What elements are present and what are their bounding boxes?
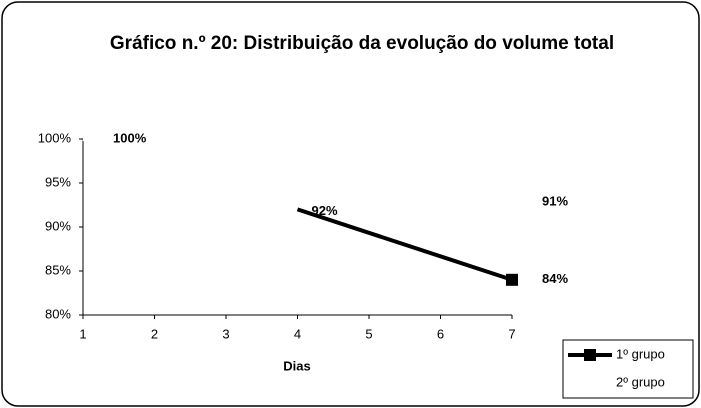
series-line [296, 207, 513, 282]
data-label: 92% [312, 203, 338, 218]
x-tick-label: 3 [222, 326, 229, 341]
y-tick-label: 95% [45, 174, 71, 189]
data-label: 84% [542, 271, 568, 286]
data-label: 91% [542, 194, 568, 209]
x-tick-label: 6 [437, 326, 444, 341]
point-marker [506, 273, 518, 286]
x-tick-label: 4 [294, 326, 301, 341]
y-tick-label: 100% [38, 130, 72, 145]
y-tick-label: 85% [45, 262, 71, 277]
x-tick-label: 7 [508, 326, 515, 341]
x-tick-label: 5 [365, 326, 372, 341]
chart-title: Gráfico n.º 20: Distribuição da evolução… [110, 33, 614, 54]
y-tick-label: 90% [45, 218, 71, 233]
y-tick-label: 80% [45, 306, 71, 321]
legend-label: 2º grupo [616, 374, 665, 389]
x-tick-label: 1 [79, 326, 86, 341]
series-line [82, 137, 513, 221]
legend-marker [584, 349, 596, 361]
data-label: 100% [113, 130, 147, 145]
x-tick-label: 2 [151, 326, 158, 341]
x-axis-label: Dias [283, 358, 310, 373]
legend-label: 1º grupo [616, 346, 665, 361]
